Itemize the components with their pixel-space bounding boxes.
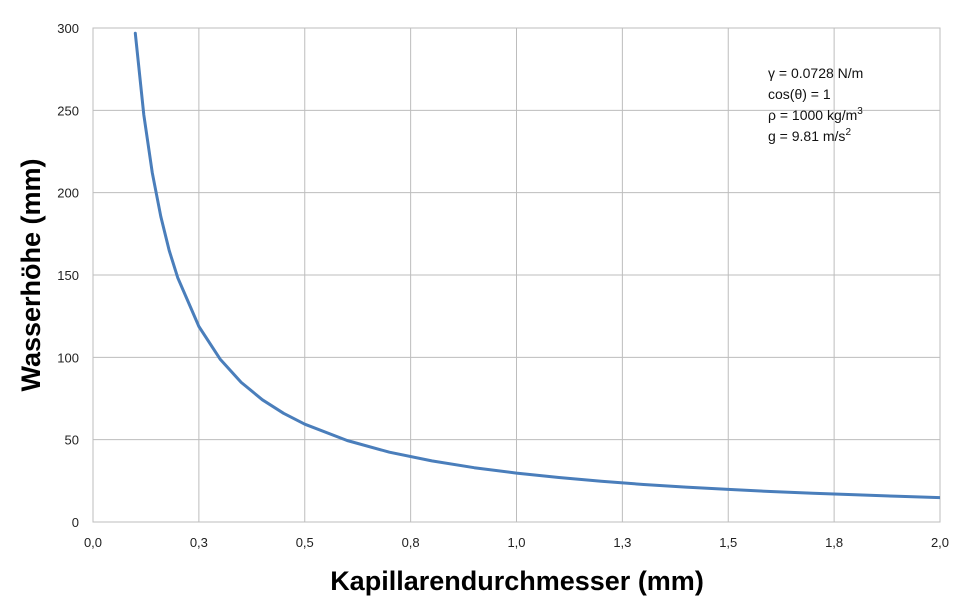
annotation-line: γ = 0.0728 N/m [768, 65, 863, 81]
annotation-line: cos(θ) = 1 [768, 86, 831, 102]
y-tick-label: 150 [57, 268, 79, 283]
x-tick-label: 2,0 [931, 535, 949, 550]
x-axis-title: Kapillarendurchmesser (mm) [330, 566, 704, 596]
x-tick-label: 0,5 [296, 535, 314, 550]
parameter-annotations: γ = 0.0728 N/m cos(θ) = 1 ρ = 1000 kg/m3 g … [768, 65, 863, 144]
series-line [133, 31, 940, 500]
x-tick-label: 1,5 [719, 535, 737, 550]
x-tick-label: 1,0 [507, 535, 525, 550]
x-tick-label: 0,0 [84, 535, 102, 550]
x-tick-label: 1,3 [613, 535, 631, 550]
y-tick-label: 50 [65, 433, 79, 448]
x-tick-label: 0,8 [402, 535, 420, 550]
x-tick-label: 0,3 [190, 535, 208, 550]
annotation-line: g = 9.81 m/s2 [768, 127, 851, 144]
y-tick-label: 200 [57, 186, 79, 201]
grid [92, 27, 941, 523]
series-layer [133, 31, 940, 500]
x-tick-labels: 0,0 0,3 0,5 0,8 1,0 1,3 1,5 1,8 2,0 [84, 535, 949, 550]
plot-border [92, 27, 941, 523]
y-axis-title: Wasserhöhe (mm) [16, 158, 46, 391]
y-tick-label: 100 [57, 350, 79, 365]
y-tick-labels: 0 50 100 150 200 250 300 [57, 21, 79, 530]
y-tick-label: 0 [72, 515, 79, 530]
x-tick-label: 1,8 [825, 535, 843, 550]
y-tick-label: 300 [57, 21, 79, 36]
y-tick-label: 250 [57, 103, 79, 118]
annotation-line: ρ = 1000 kg/m3 [768, 106, 863, 123]
